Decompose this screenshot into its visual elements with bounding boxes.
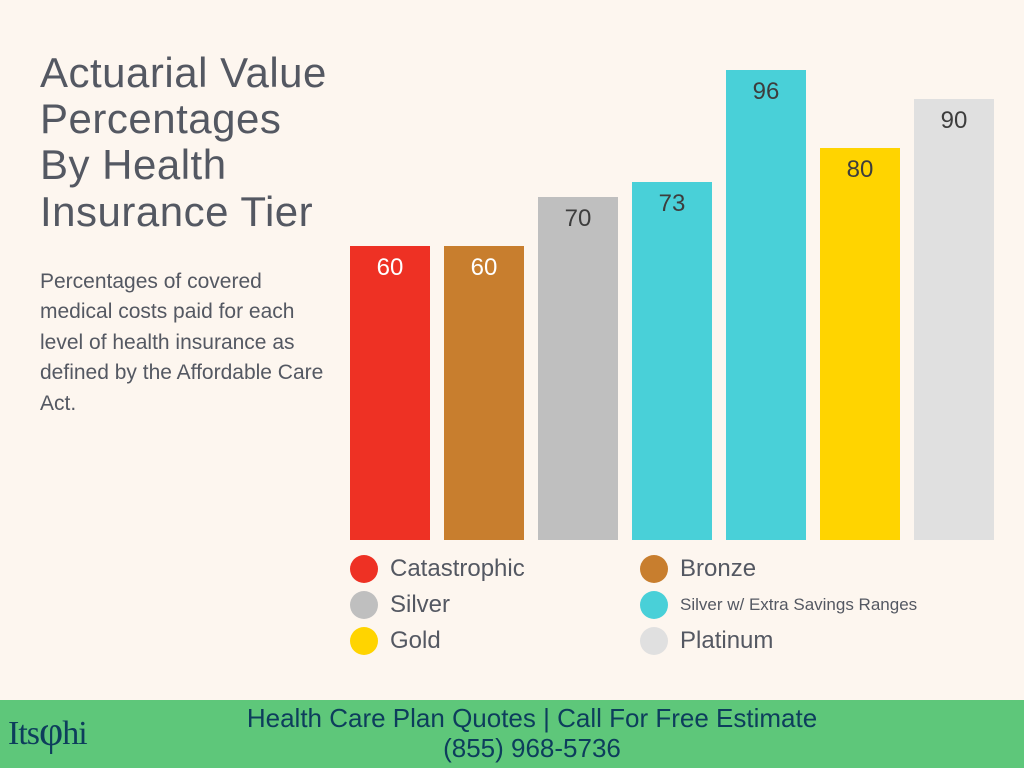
legend-item: Silver	[350, 591, 630, 619]
text-column: Actuarial Value Percentages By Health In…	[0, 0, 340, 700]
footer-text: Health Care Plan Quotes | Call For Free …	[120, 704, 1024, 764]
bar-value-label: 60	[471, 254, 498, 282]
chart-title: Actuarial Value Percentages By Health In…	[40, 50, 330, 235]
legend-swatch-icon	[640, 591, 668, 619]
legend-item: Gold	[350, 627, 630, 655]
bar-chart: 60 60 70 73 96 80 90	[350, 50, 994, 540]
legend-label: Silver	[390, 591, 450, 619]
bar-value-label: 60	[377, 254, 404, 282]
legend-swatch-icon	[640, 555, 668, 583]
phi-icon: φ	[39, 711, 62, 753]
chart-bar: 60	[444, 246, 524, 540]
chart-bar: 90	[914, 99, 994, 540]
logo-text-pre: Its	[8, 715, 39, 753]
bar-value-label: 70	[565, 205, 592, 233]
chart-bar: 73	[632, 182, 712, 540]
chart-legend: Catastrophic Bronze Silver Silver w/ Extra …	[350, 555, 1004, 655]
footer-banner: Itsφhi Health Care Plan Quotes | Call Fo…	[0, 700, 1024, 768]
legend-swatch-icon	[350, 555, 378, 583]
chart-bar: 70	[538, 197, 618, 540]
footer-line-1: Health Care Plan Quotes | Call For Free …	[120, 704, 944, 734]
legend-label: Silver w/ Extra Savings Ranges	[680, 595, 917, 615]
legend-item: Platinum	[640, 627, 1004, 655]
chart-bar: 96	[726, 70, 806, 540]
chart-subtitle: Percentages of covered medical costs pai…	[40, 267, 330, 419]
legend-swatch-icon	[640, 627, 668, 655]
chart-bar: 80	[820, 148, 900, 540]
legend-swatch-icon	[350, 591, 378, 619]
chart-bar: 60	[350, 246, 430, 540]
legend-label: Bronze	[680, 555, 756, 583]
legend-item: Bronze	[640, 555, 1004, 583]
infographic-canvas: Actuarial Value Percentages By Health In…	[0, 0, 1024, 768]
legend-label: Catastrophic	[390, 555, 525, 583]
logo-text-post: hi	[62, 715, 86, 753]
legend-label: Platinum	[680, 627, 773, 655]
chart-column: 60 60 70 73 96 80 90 Catastrophic Bronze Silver S…	[340, 0, 1024, 700]
main-area: Actuarial Value Percentages By Health In…	[0, 0, 1024, 700]
bar-value-label: 90	[941, 107, 968, 135]
legend-item: Catastrophic	[350, 555, 630, 583]
footer-line-2: (855) 968-5736	[120, 734, 944, 764]
bar-value-label: 73	[659, 190, 686, 218]
brand-logo: Itsφhi	[0, 713, 120, 755]
legend-item: Silver w/ Extra Savings Ranges	[640, 591, 1004, 619]
bar-value-label: 80	[847, 156, 874, 184]
legend-label: Gold	[390, 627, 441, 655]
legend-swatch-icon	[350, 627, 378, 655]
bar-value-label: 96	[753, 78, 780, 106]
